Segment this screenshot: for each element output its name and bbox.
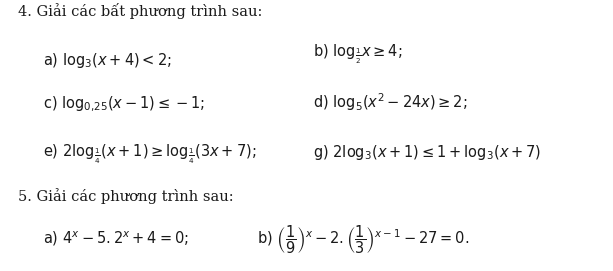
Text: a) $\mathrm{log}_{3}(x+4)<2$;: a) $\mathrm{log}_{3}(x+4)<2$; — [43, 51, 172, 70]
Text: b) $\left(\dfrac{1}{9}\right)^{x}-2{.}\left(\dfrac{1}{3}\right)^{x-1}-27=0.$: b) $\left(\dfrac{1}{9}\right)^{x}-2{.}\l… — [257, 223, 470, 256]
Text: 5. Giải các phương trình sau:: 5. Giải các phương trình sau: — [18, 188, 234, 204]
Text: a) $4^{x}-5{.}2^{x}+4=0$;: a) $4^{x}-5{.}2^{x}+4=0$; — [43, 230, 189, 249]
Text: c) $\mathrm{log}_{0{,}25}(x-1)\leq -1$;: c) $\mathrm{log}_{0{,}25}(x-1)\leq -1$; — [43, 95, 205, 114]
Text: d) $\mathrm{log}_{5}(x^{2}-24x)\geq 2$;: d) $\mathrm{log}_{5}(x^{2}-24x)\geq 2$; — [313, 92, 467, 113]
Text: e) $2\mathrm{log}_{\frac{1}{4}}(x+1)\geq \mathrm{log}_{\frac{1}{4}}(3x+7)$;: e) $2\mathrm{log}_{\frac{1}{4}}(x+1)\geq… — [43, 143, 256, 166]
Text: b) $\mathrm{log}_{\frac{1}{2}} x\geq 4$;: b) $\mathrm{log}_{\frac{1}{2}} x\geq 4$; — [313, 43, 402, 66]
Text: 4. Giải các bất phương trình sau:: 4. Giải các bất phương trình sau: — [18, 3, 263, 19]
Text: g) $2\mathrm{log}_{3}(x+1)\leq 1+\mathrm{log}_{3}(x+7)$: g) $2\mathrm{log}_{3}(x+1)\leq 1+\mathrm… — [313, 143, 541, 162]
